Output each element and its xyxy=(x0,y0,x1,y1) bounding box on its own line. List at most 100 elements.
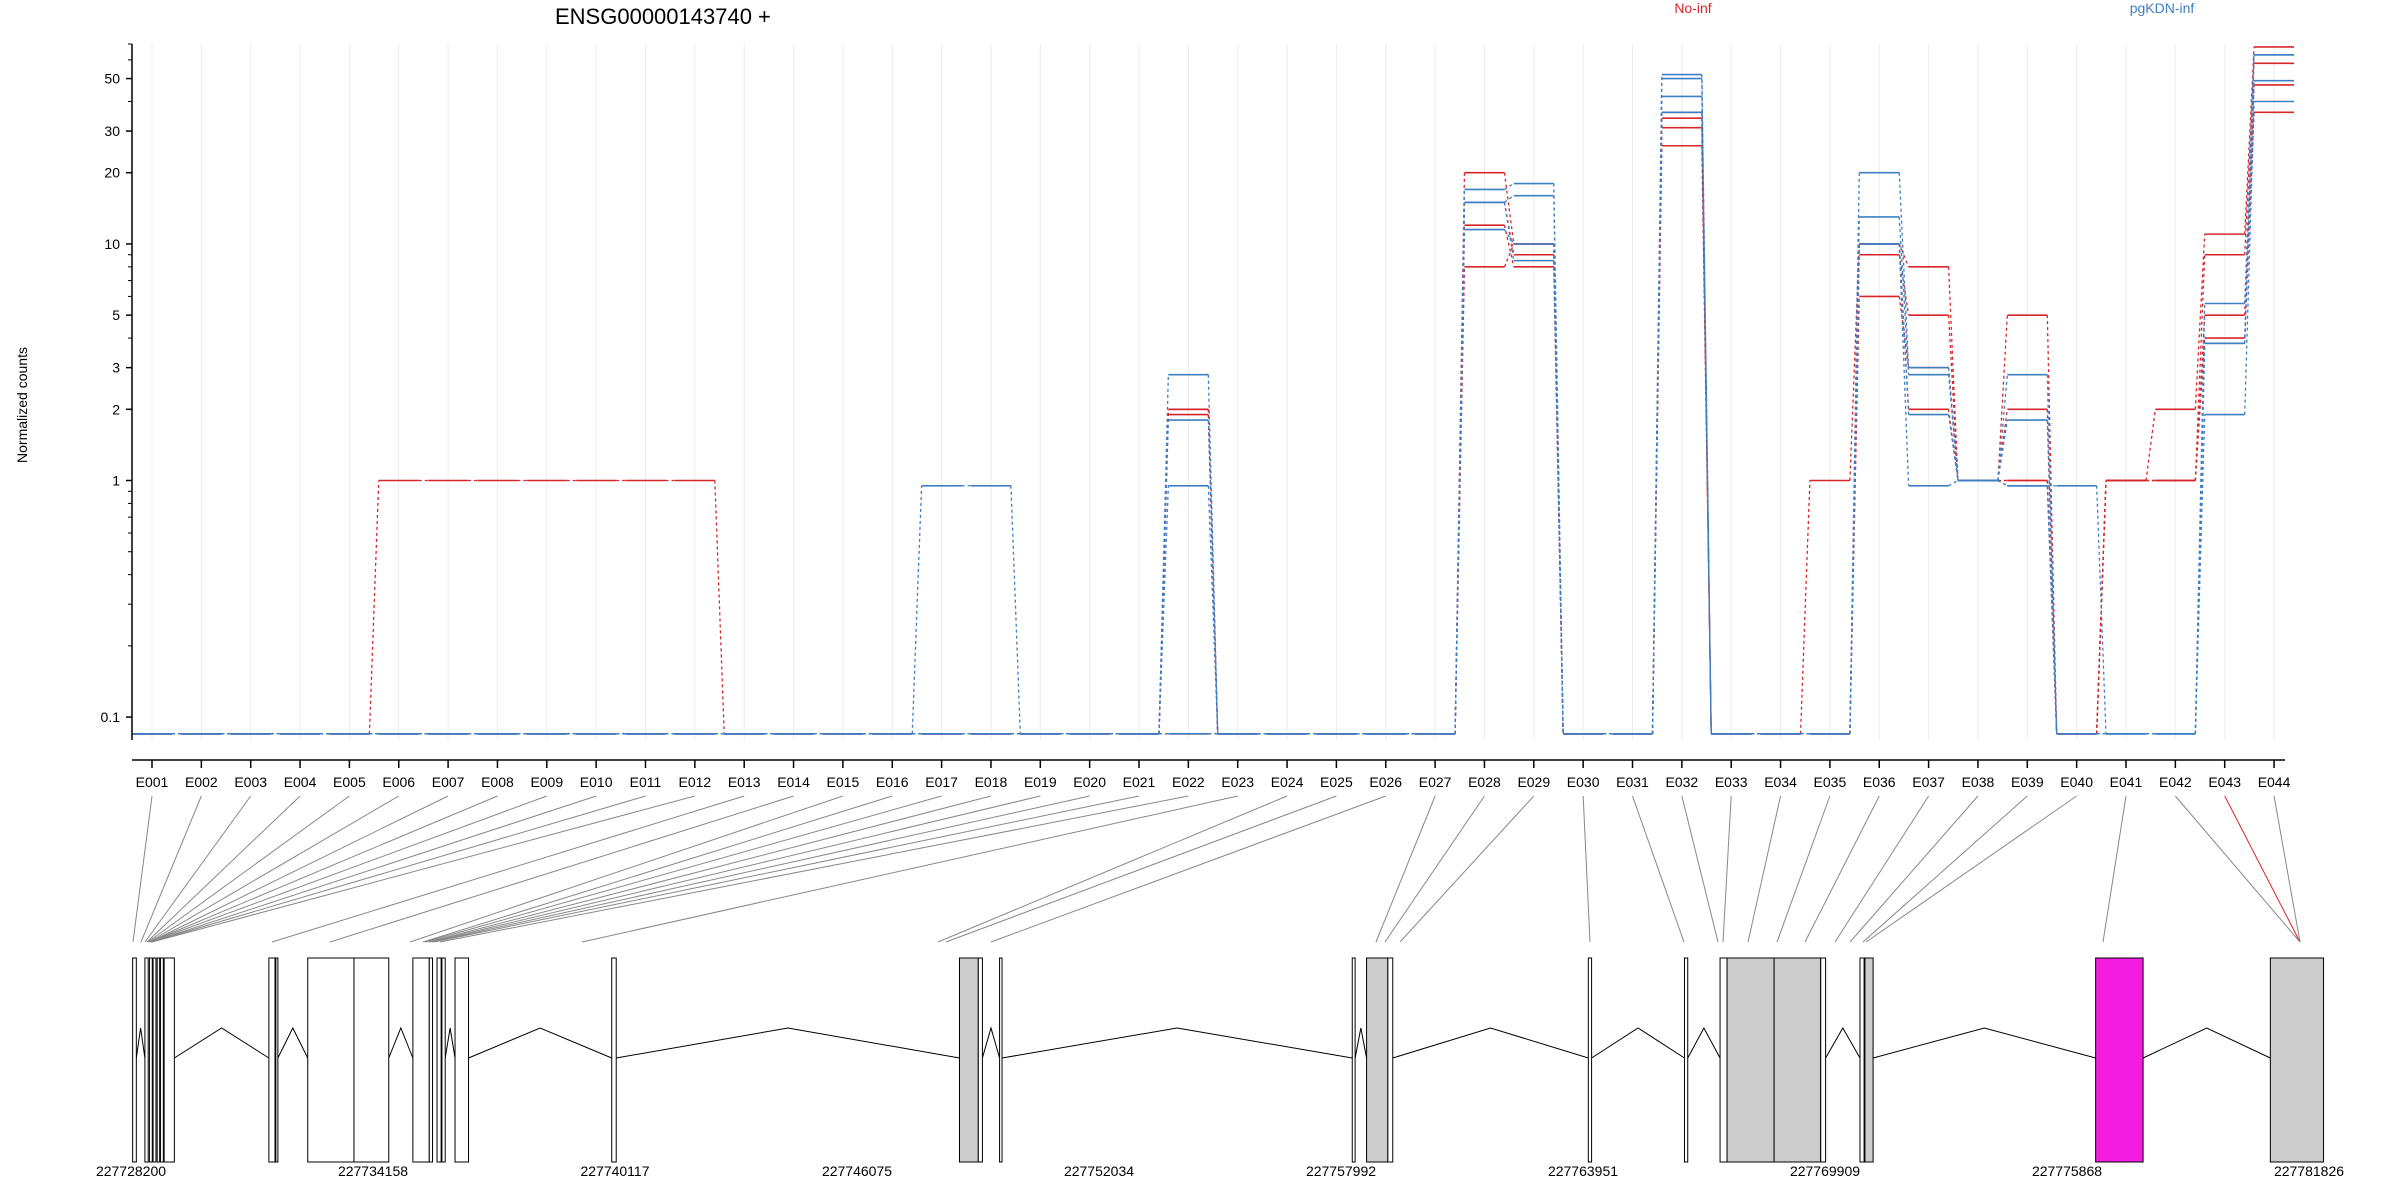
connector-e009 xyxy=(149,795,547,943)
exon-block xyxy=(1726,957,1775,1163)
series-segment xyxy=(2194,234,2206,410)
series-segment xyxy=(1010,485,1021,734)
exon-block xyxy=(275,957,279,1163)
series-segment xyxy=(1553,260,1564,734)
series-segment xyxy=(1503,225,1515,267)
x-tick-label-e004: E004 xyxy=(284,774,317,790)
connector-e035 xyxy=(1776,795,1831,943)
series-segment xyxy=(368,480,380,734)
exon-block xyxy=(307,957,355,1163)
x-tick-label-e017: E017 xyxy=(925,774,958,790)
series-segment xyxy=(1503,243,1515,268)
connector-e022 xyxy=(439,795,1189,943)
intron-line xyxy=(1872,1027,2096,1059)
exon-block xyxy=(454,957,470,1163)
y-tick-label: 30 xyxy=(104,123,120,139)
intron-line xyxy=(388,1026,414,1059)
connector-e024 xyxy=(937,795,1288,943)
exon-block xyxy=(1587,957,1593,1163)
exon-block xyxy=(144,957,149,1163)
series-segment xyxy=(2046,485,2058,734)
series-segment xyxy=(1701,112,1712,734)
exon-block xyxy=(412,957,430,1163)
connector-e004 xyxy=(146,795,301,943)
exon-block xyxy=(2095,957,2144,1163)
exon-block xyxy=(163,957,175,1163)
exon-block xyxy=(1820,957,1827,1163)
series-segment xyxy=(1898,243,1910,268)
y-tick-label: 50 xyxy=(104,71,120,87)
series-pgkdn-inf-5 xyxy=(132,54,2295,735)
axes: 0.1 1 2 3 5 10 20 30 50 E001 E002 E003 E004 E005 E006 E… xyxy=(101,43,2291,790)
x-tick-label-e036: E036 xyxy=(1863,774,1896,790)
exon-block xyxy=(156,957,161,1163)
connector-e036 xyxy=(1804,795,1880,943)
coordinate-label: 227734158 xyxy=(338,1163,408,1179)
exon-block xyxy=(441,957,446,1163)
coordinate-label: 227728200 xyxy=(96,1163,166,1179)
x-tick-label-e001: E001 xyxy=(136,774,169,790)
series-segment xyxy=(1207,420,1219,734)
series-segment xyxy=(1799,480,1811,734)
series-segment xyxy=(2244,101,2255,415)
y-tick-label: 3 xyxy=(112,360,120,376)
x-tick-label-e016: E016 xyxy=(876,774,909,790)
x-tick-label-e033: E033 xyxy=(1715,774,1748,790)
exon-block xyxy=(132,957,137,1163)
intron-line xyxy=(135,1027,146,1059)
connector-e026 xyxy=(990,795,1386,943)
x-tick-label-e028: E028 xyxy=(1468,774,1501,790)
series-segment xyxy=(2194,303,2206,734)
legend-no-inf: No-inf xyxy=(1674,0,1711,16)
x-tick-label-e030: E030 xyxy=(1567,774,1600,790)
series-segment xyxy=(911,485,923,734)
exon-block xyxy=(428,957,434,1163)
x-tick-label-e029: E029 xyxy=(1517,774,1550,790)
y-tick-label: 2 xyxy=(112,401,120,417)
connector-e005 xyxy=(147,795,350,943)
coordinate-label: 227763951 xyxy=(1548,1163,1618,1179)
x-tick-label-e042: E042 xyxy=(2159,774,2192,790)
connector-e016 xyxy=(422,795,893,943)
series-segment xyxy=(2046,420,2058,734)
connector-e034 xyxy=(1747,795,1782,943)
y-tick-label: 1 xyxy=(112,473,120,489)
intron-line xyxy=(1825,1026,1861,1059)
x-tick-label-e038: E038 xyxy=(1962,774,1995,790)
connector-e003 xyxy=(144,795,252,943)
x-tick-label-e034: E034 xyxy=(1764,774,1797,790)
x-tick-label-e008: E008 xyxy=(481,774,514,790)
series-no-inf-3 xyxy=(132,84,2295,735)
series-no-inf-1 xyxy=(132,46,2295,735)
x-tick-label-e025: E025 xyxy=(1320,774,1353,790)
connector-e025 xyxy=(945,795,1337,943)
series-segment xyxy=(1898,243,1910,486)
coordinate-label: 227740117 xyxy=(580,1163,649,1179)
coordinate-label: 227746075 xyxy=(822,1163,892,1179)
x-tick-label-e024: E024 xyxy=(1271,774,1304,790)
intron-line xyxy=(2142,1027,2271,1059)
series-segment xyxy=(1997,315,2008,481)
series-segment xyxy=(2244,63,2255,255)
gene-model: 227728200 227734158 227740117 227746075 2277… xyxy=(96,957,2344,1179)
x-tick-label-e005: E005 xyxy=(333,774,366,790)
connector-e033 xyxy=(1722,795,1732,943)
intron-line xyxy=(277,1026,309,1059)
x-tick-label-e006: E006 xyxy=(382,774,415,790)
intron-line xyxy=(1687,1026,1721,1059)
exon-block xyxy=(1864,957,1874,1163)
exon-block xyxy=(1366,957,1389,1163)
grid-lines xyxy=(151,44,2275,740)
x-tick-label-e021: E021 xyxy=(1123,774,1156,790)
x-tick-label-e040: E040 xyxy=(2060,774,2093,790)
chart-title: ENSG00000143740 + xyxy=(555,4,771,29)
x-tick-label-e011: E011 xyxy=(630,774,662,790)
series-segment xyxy=(1948,479,1959,487)
x-tick-label-e020: E020 xyxy=(1073,774,1106,790)
exon-block xyxy=(148,957,153,1163)
exon-block xyxy=(159,957,164,1163)
series-segment xyxy=(1849,254,1860,734)
series-segment xyxy=(2244,80,2255,344)
exon-block xyxy=(1683,957,1689,1163)
